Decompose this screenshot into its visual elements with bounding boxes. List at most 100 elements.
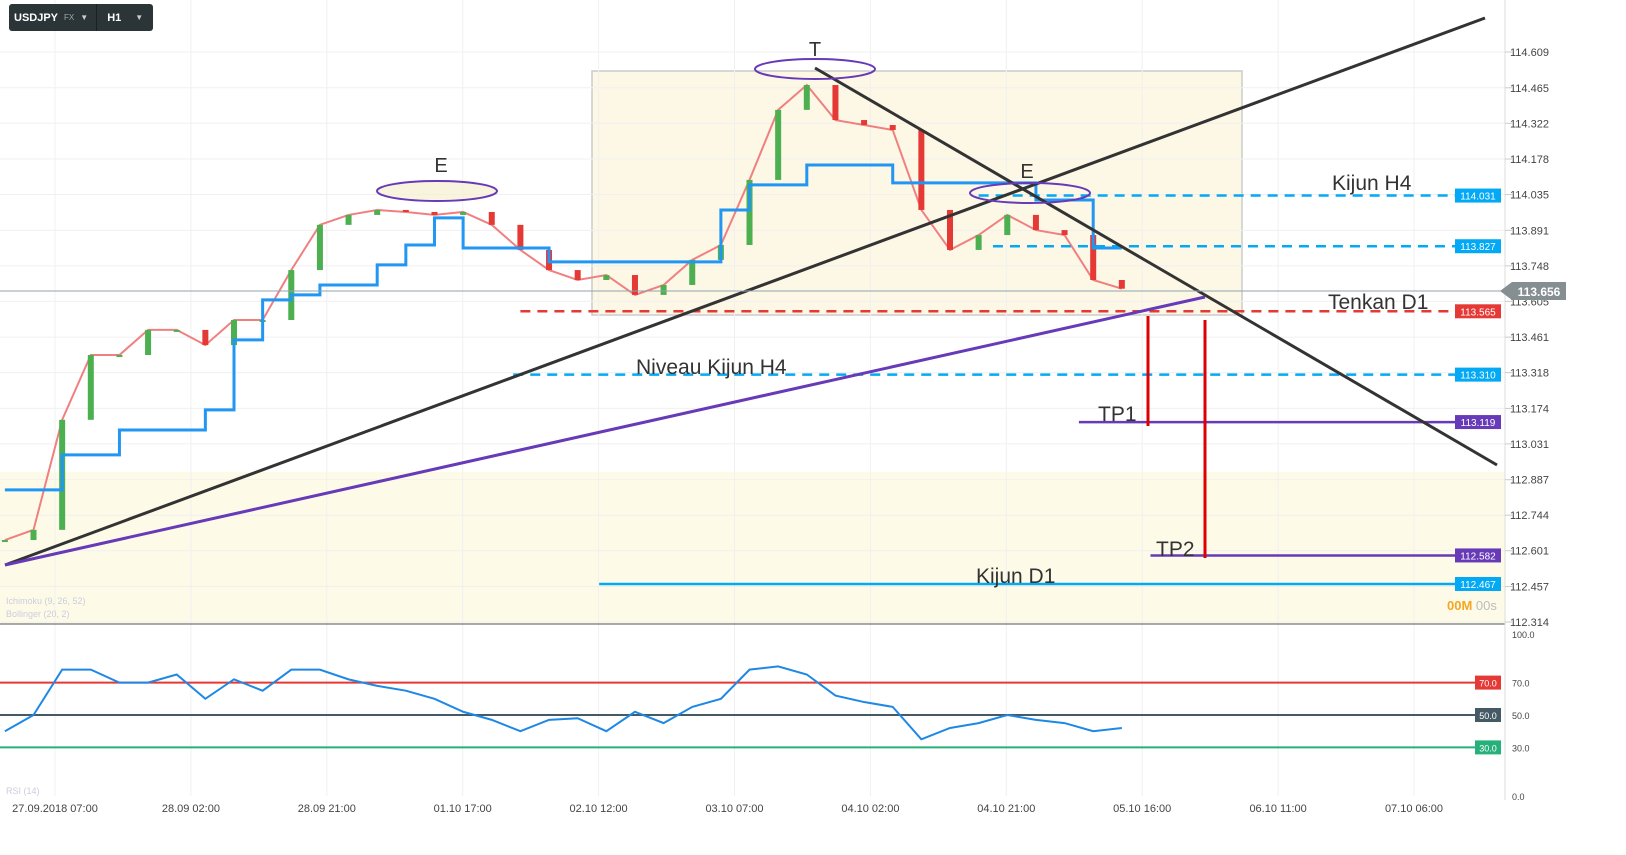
bollinger-legend[interactable]: Bollinger (20, 2)	[6, 609, 70, 619]
candle	[316, 224, 323, 271]
support-trendline[interactable]	[4, 295, 1206, 567]
candle	[173, 329, 180, 332]
level-price-label: 113.310	[1460, 371, 1496, 382]
level-price-label: 113.565	[1460, 307, 1496, 318]
rsi-tick-label: 50.0	[1512, 711, 1530, 721]
y-tick-label: 113.318	[1510, 368, 1549, 380]
candle	[488, 211, 495, 225]
y-tick-label: 112.601	[1510, 546, 1549, 558]
annotation-t: T	[809, 39, 821, 61]
candle	[832, 85, 839, 121]
ellipse-e1	[376, 180, 498, 202]
annotation-e1: E	[434, 155, 447, 177]
level-price-tag	[1455, 239, 1501, 254]
candle	[803, 85, 810, 110]
falling-trendline[interactable]	[814, 66, 1498, 467]
level-price-tag	[1455, 304, 1501, 319]
symbol-selector[interactable]: USDJPY FX ▼	[9, 4, 98, 31]
level-label-kijun-d1: Kijun D1	[976, 565, 1055, 588]
rsi-level-tag	[1475, 708, 1501, 722]
level-price-tag	[1455, 188, 1501, 203]
level-label-tenkan-d1: Tenkan D1	[1328, 291, 1428, 314]
rsi-line	[4, 665, 1122, 741]
price-line	[4, 83, 1123, 541]
candle	[1032, 214, 1039, 231]
x-tick-label: 04.10 02:00	[841, 803, 899, 815]
candle	[1118, 280, 1125, 289]
level-price-label: 113.827	[1460, 242, 1496, 253]
candle	[1061, 230, 1068, 236]
annotation-e2: E	[1020, 161, 1033, 183]
candle	[116, 355, 123, 358]
ichimoku-legend[interactable]: Ichimoku (9, 26, 52)	[6, 596, 86, 606]
x-tick-label: 03.10 07:00	[705, 803, 763, 815]
candle	[517, 224, 524, 250]
y-tick-label: 114.035	[1510, 190, 1549, 202]
x-tick-label: 28.09 02:00	[162, 803, 220, 815]
candle	[87, 355, 94, 420]
candle	[746, 179, 753, 245]
time-axis[interactable]: 27.09.2018 07:00 28.09 02:00 28.09 21:00 01…	[12, 803, 1443, 815]
rsi-level-label: 30.0	[1479, 743, 1497, 753]
level-price-tag	[1455, 367, 1501, 382]
rsi-level-tag	[1475, 740, 1501, 755]
support-zone	[0, 472, 1505, 624]
rsi-tick-label: 0.0	[1512, 792, 1525, 802]
rsi-legend[interactable]: RSI (14)	[6, 786, 40, 796]
candle	[889, 125, 896, 130]
candle	[574, 270, 581, 280]
rsi-tick-label: 30.0	[1512, 743, 1530, 753]
candle	[374, 209, 381, 215]
current-price-marker: 113.656	[0, 282, 1566, 300]
y-tick-label: 112.314	[1510, 617, 1549, 629]
candle	[202, 329, 209, 346]
candle	[660, 284, 667, 295]
candle	[603, 275, 610, 280]
candle	[1004, 214, 1011, 236]
candle	[1090, 235, 1097, 280]
y-tick-label: 113.174	[1510, 403, 1549, 415]
candle	[30, 529, 37, 541]
level-label-niveau-kijun-h4: Niveau Kijun H4	[636, 356, 787, 379]
y-tick-label: 114.322	[1510, 118, 1549, 130]
rsi-level-tag	[1475, 675, 1501, 690]
candle	[775, 109, 782, 180]
candle	[402, 209, 409, 212]
y-tick-label: 114.178	[1510, 154, 1549, 166]
level-price-label: 113.119	[1461, 418, 1496, 429]
x-tick-label: 01.10 17:00	[434, 803, 492, 815]
candle	[918, 129, 925, 210]
y-tick-label: 114.465	[1510, 83, 1549, 95]
level-label-kijun-h4: Kijun H4	[1332, 172, 1412, 195]
series-layer	[1, 83, 1125, 543]
x-tick-label: 27.09.2018 07:00	[12, 803, 98, 815]
symbol-label: USDJPY	[14, 11, 59, 24]
rsi-tick-label: 70.0	[1512, 679, 1530, 689]
x-tick-label: 06.10 11:00	[1249, 803, 1306, 815]
levels-layer: 114.031 113.827 113.565 113.310 113.119 112.5…	[513, 188, 1501, 591]
candle	[460, 211, 467, 215]
candle	[947, 209, 953, 250]
market-label: FX	[64, 13, 75, 22]
candle	[145, 329, 152, 356]
chevron-down-icon: ▼	[135, 13, 144, 22]
x-tick-label: 05.10 16:00	[1113, 803, 1171, 815]
timeframe-selector[interactable]: H1 ▼	[97, 4, 153, 31]
level-label-tp1: TP1	[1098, 403, 1137, 426]
candle	[689, 259, 696, 285]
current-price-label: 113.656	[1518, 285, 1561, 299]
candle-timer: 00M 00s	[1447, 598, 1497, 613]
price-axis[interactable]: 114.609 114.465 114.322 114.178 114.035 113.8…	[1505, 47, 1549, 629]
rsi-level-label: 70.0	[1479, 679, 1497, 689]
timer-minutes: 00M	[1447, 598, 1473, 613]
ellipse-e2	[969, 182, 1091, 204]
candle	[861, 120, 868, 126]
y-tick-label: 112.887	[1510, 475, 1549, 487]
level-price-label: 114.031	[1460, 192, 1496, 203]
symbol-toolbar: USDJPY FX ▼ H1 ▼	[9, 4, 154, 31]
timer-seconds: 00s	[1475, 598, 1497, 613]
range-box	[591, 70, 1243, 316]
grid	[0, 0, 1506, 800]
